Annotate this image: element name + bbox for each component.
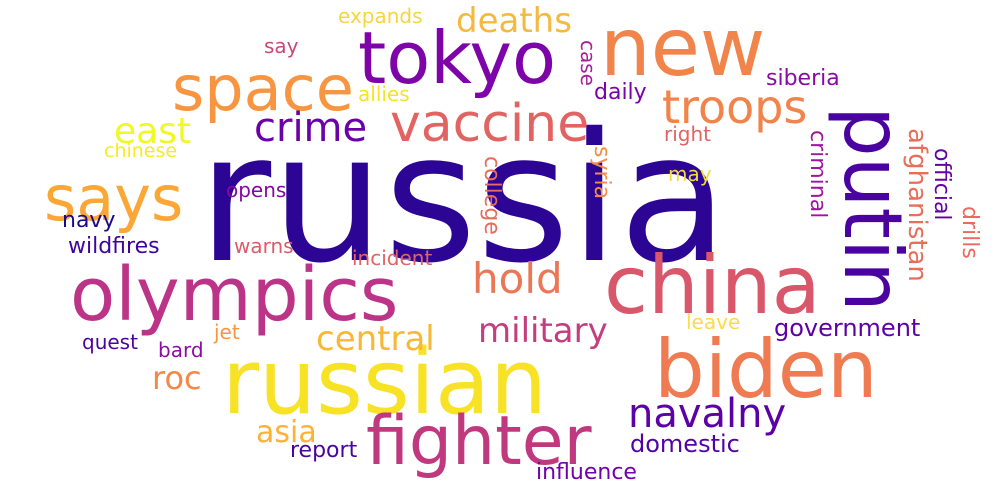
word-warns: warns: [234, 234, 294, 258]
word-right: right: [664, 122, 711, 146]
word-olympics: olympics: [70, 252, 399, 338]
word-crime: crime: [254, 105, 368, 151]
word-russian: russian: [222, 330, 548, 435]
word-quest: quest: [82, 330, 138, 354]
word-siberia: siberia: [766, 66, 840, 91]
word-chinese: chinese: [104, 140, 178, 162]
word-report: report: [290, 438, 358, 463]
word-may: may: [668, 162, 712, 186]
word-afghanistan: afghanistan: [902, 128, 932, 282]
word-say: say: [264, 34, 299, 58]
word-central: central: [316, 319, 435, 359]
word-space: space: [172, 52, 354, 125]
word-military: military: [478, 311, 608, 351]
word-deaths: deaths: [456, 1, 572, 41]
word-official: official: [929, 148, 954, 221]
word-wildfires: wildfires: [68, 234, 160, 259]
word-college: college: [479, 156, 504, 235]
word-daily: daily: [594, 80, 647, 105]
word-asia: asia: [256, 415, 317, 450]
word-tokyo: tokyo: [358, 16, 557, 100]
word-expands: expands: [338, 4, 423, 28]
word-new: new: [600, 1, 766, 94]
word-allies: allies: [358, 82, 410, 106]
word-influence: influence: [536, 460, 637, 485]
word-hold: hold: [472, 254, 563, 303]
word-opens: opens: [226, 178, 287, 202]
word-biden: biden: [654, 323, 878, 416]
word-syria: syria: [589, 146, 614, 200]
word-says: says: [44, 162, 184, 235]
word-east: east: [114, 111, 192, 152]
word-putin: putin: [826, 106, 919, 312]
word-bard: bard: [158, 338, 204, 362]
word-navalny: navalny: [628, 391, 787, 437]
word-government: government: [774, 314, 921, 342]
word-troops: troops: [662, 80, 808, 134]
word-roc: roc: [152, 359, 202, 397]
word-vaccine: vaccine: [390, 94, 590, 154]
word-china: china: [604, 239, 821, 332]
word-leave: leave: [686, 310, 741, 334]
word-incident: incident: [352, 246, 433, 270]
word-drills: drills: [957, 206, 982, 259]
word-fighter: fighter: [366, 402, 592, 481]
word-navy: navy: [62, 208, 116, 233]
word-domestic: domestic: [630, 430, 740, 458]
word-criminal: criminal: [805, 130, 830, 219]
word-jet: jet: [214, 320, 240, 344]
word-russia: russia: [198, 95, 729, 302]
